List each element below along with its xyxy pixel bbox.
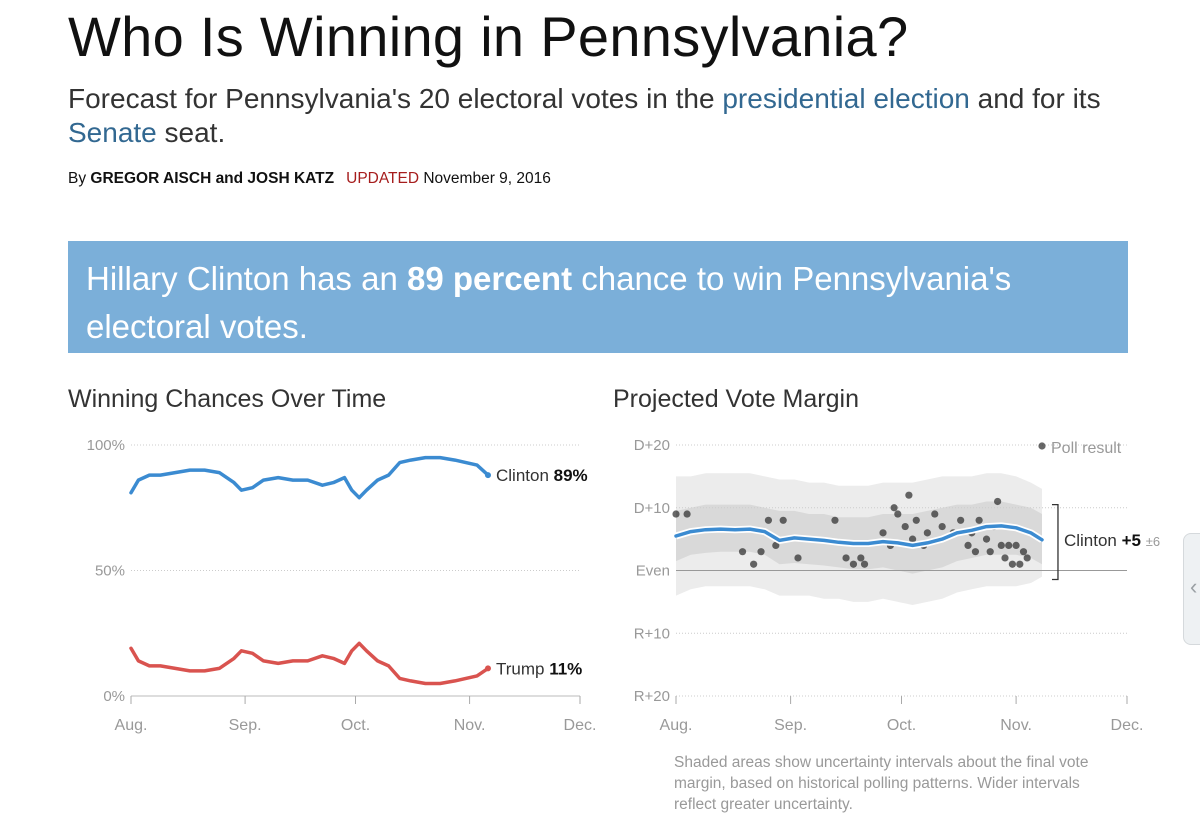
x-tick-label: Aug. bbox=[115, 717, 148, 734]
poll-point bbox=[772, 541, 780, 550]
poll-point bbox=[908, 535, 917, 543]
poll-point bbox=[1008, 560, 1017, 568]
poll-point bbox=[857, 554, 865, 562]
poll-point bbox=[901, 522, 909, 531]
winning-chances-title: Winning Chances Over Time bbox=[68, 385, 387, 413]
poll-point bbox=[971, 548, 980, 556]
legend-point-icon bbox=[1038, 442, 1046, 450]
updated-date: November 9, 2016 bbox=[423, 170, 551, 187]
x-tick-label: Oct. bbox=[887, 717, 916, 734]
poll-point bbox=[757, 548, 765, 556]
poll-point bbox=[683, 510, 691, 518]
poll-point bbox=[1019, 548, 1028, 556]
trump-end-point bbox=[484, 665, 491, 672]
y-tick-label: D+20 bbox=[634, 437, 670, 454]
poll-point bbox=[738, 548, 747, 556]
dek-text-2: and for its bbox=[969, 83, 1101, 114]
chart-caption: Shaded areas show uncertainty intervals … bbox=[674, 754, 1089, 813]
summary-banner: Hillary Clinton has an 89 percent chance… bbox=[68, 241, 1128, 353]
dek-text-1: Forecast for Pennsylvania's 20 electoral… bbox=[68, 83, 723, 114]
headline: Who Is Winning in Pennsylvania? bbox=[68, 5, 909, 68]
poll-point bbox=[779, 516, 787, 524]
clinton-end-point bbox=[484, 472, 491, 479]
poll-point bbox=[894, 510, 902, 518]
byline: By GREGOR AISCH and JOSH KATZ UPDATED Nov… bbox=[68, 170, 551, 188]
y-tick-label: R+20 bbox=[634, 688, 670, 705]
y-tick-label: R+10 bbox=[634, 625, 670, 642]
x-tick-label: Dec. bbox=[564, 717, 597, 734]
projection-label: Clinton +5 ±6 bbox=[1064, 531, 1160, 550]
side-panel-tab[interactable]: ‹ bbox=[1183, 533, 1200, 645]
poll-point bbox=[938, 522, 946, 531]
y-tick-label: 0% bbox=[103, 688, 125, 705]
y-tick-label: 100% bbox=[87, 437, 125, 454]
clinton-name: Clinton bbox=[496, 466, 554, 485]
clinton-chance: 89% bbox=[554, 466, 588, 485]
x-tick-label: Sep. bbox=[229, 717, 262, 734]
projection-margin: +5 bbox=[1122, 531, 1146, 550]
poll-point bbox=[997, 541, 1005, 550]
poll-point bbox=[794, 554, 802, 562]
summary-text-2: chance to win Pennsylvania's electoral v… bbox=[86, 260, 1012, 345]
clinton-end-label: Clinton 89% bbox=[496, 466, 588, 485]
poll-point bbox=[994, 497, 1002, 506]
poll-point bbox=[912, 516, 920, 524]
poll-point bbox=[750, 560, 758, 568]
projection-name: Clinton bbox=[1064, 531, 1122, 550]
projection-uncertainty: ±6 bbox=[1146, 534, 1160, 549]
clinton-line bbox=[129, 455, 490, 500]
trump-chance: 11% bbox=[549, 659, 582, 678]
poll-point bbox=[1023, 554, 1031, 562]
dek: Forecast for Pennsylvania's 20 electoral… bbox=[68, 82, 1168, 150]
x-tick-label: Nov. bbox=[1000, 717, 1032, 734]
y-tick-label: D+10 bbox=[634, 500, 670, 517]
senate-link[interactable]: Senate bbox=[68, 117, 157, 148]
x-tick-label: Dec. bbox=[1111, 717, 1144, 734]
byline-prefix: By bbox=[68, 170, 91, 187]
byline-authors: GREGOR AISCH and JOSH KATZ bbox=[90, 170, 335, 187]
poll-point bbox=[672, 510, 680, 518]
x-tick-label: Nov. bbox=[454, 717, 486, 734]
poll-point bbox=[890, 504, 898, 512]
poll-point bbox=[964, 541, 972, 550]
updated-label: UPDATED bbox=[346, 170, 420, 187]
trump-line bbox=[129, 641, 490, 686]
projected-margin-title: Projected Vote Margin bbox=[613, 385, 859, 413]
presidential-election-link[interactable]: presidential election bbox=[722, 83, 970, 114]
poll-point bbox=[1005, 541, 1013, 550]
trump-name: Trump bbox=[496, 659, 549, 678]
summary-text-1: Hillary Clinton has an bbox=[86, 260, 407, 297]
trump-end-label: Trump 11% bbox=[496, 659, 582, 678]
summary-percent: 89 percent bbox=[406, 260, 573, 297]
winning-chances-chart: 100% 50% 0% Aug. Sep. Oct. Nov. Dec. Clinton 89%… bbox=[87, 437, 597, 734]
chevron-left-icon: ‹ bbox=[1190, 574, 1198, 599]
poll-point bbox=[1012, 541, 1020, 550]
poll-point bbox=[1001, 554, 1009, 562]
poll-point bbox=[879, 529, 887, 537]
poll-point bbox=[982, 535, 991, 543]
poll-point bbox=[931, 510, 939, 518]
uncertainty-bracket bbox=[1051, 503, 1059, 581]
poll-point bbox=[975, 516, 983, 524]
y-tick-label: Even bbox=[636, 563, 670, 580]
x-tick-label: Oct. bbox=[341, 717, 370, 734]
poll-point bbox=[905, 491, 913, 499]
poll-point bbox=[831, 516, 839, 524]
poll-point bbox=[957, 516, 965, 524]
projection-line bbox=[674, 524, 1044, 548]
poll-point bbox=[1016, 560, 1024, 568]
poll-point bbox=[860, 560, 869, 568]
dek-text-3: seat. bbox=[156, 117, 226, 148]
poll-point bbox=[764, 516, 773, 524]
y-tick-label: 50% bbox=[95, 563, 125, 580]
x-tick-label: Sep. bbox=[774, 717, 807, 734]
legend-label: Poll result bbox=[1051, 440, 1122, 457]
poll-point bbox=[986, 548, 994, 556]
poll-point bbox=[842, 554, 850, 562]
poll-point bbox=[923, 529, 931, 537]
x-tick-label: Aug. bbox=[660, 717, 693, 734]
poll-point bbox=[849, 560, 858, 568]
